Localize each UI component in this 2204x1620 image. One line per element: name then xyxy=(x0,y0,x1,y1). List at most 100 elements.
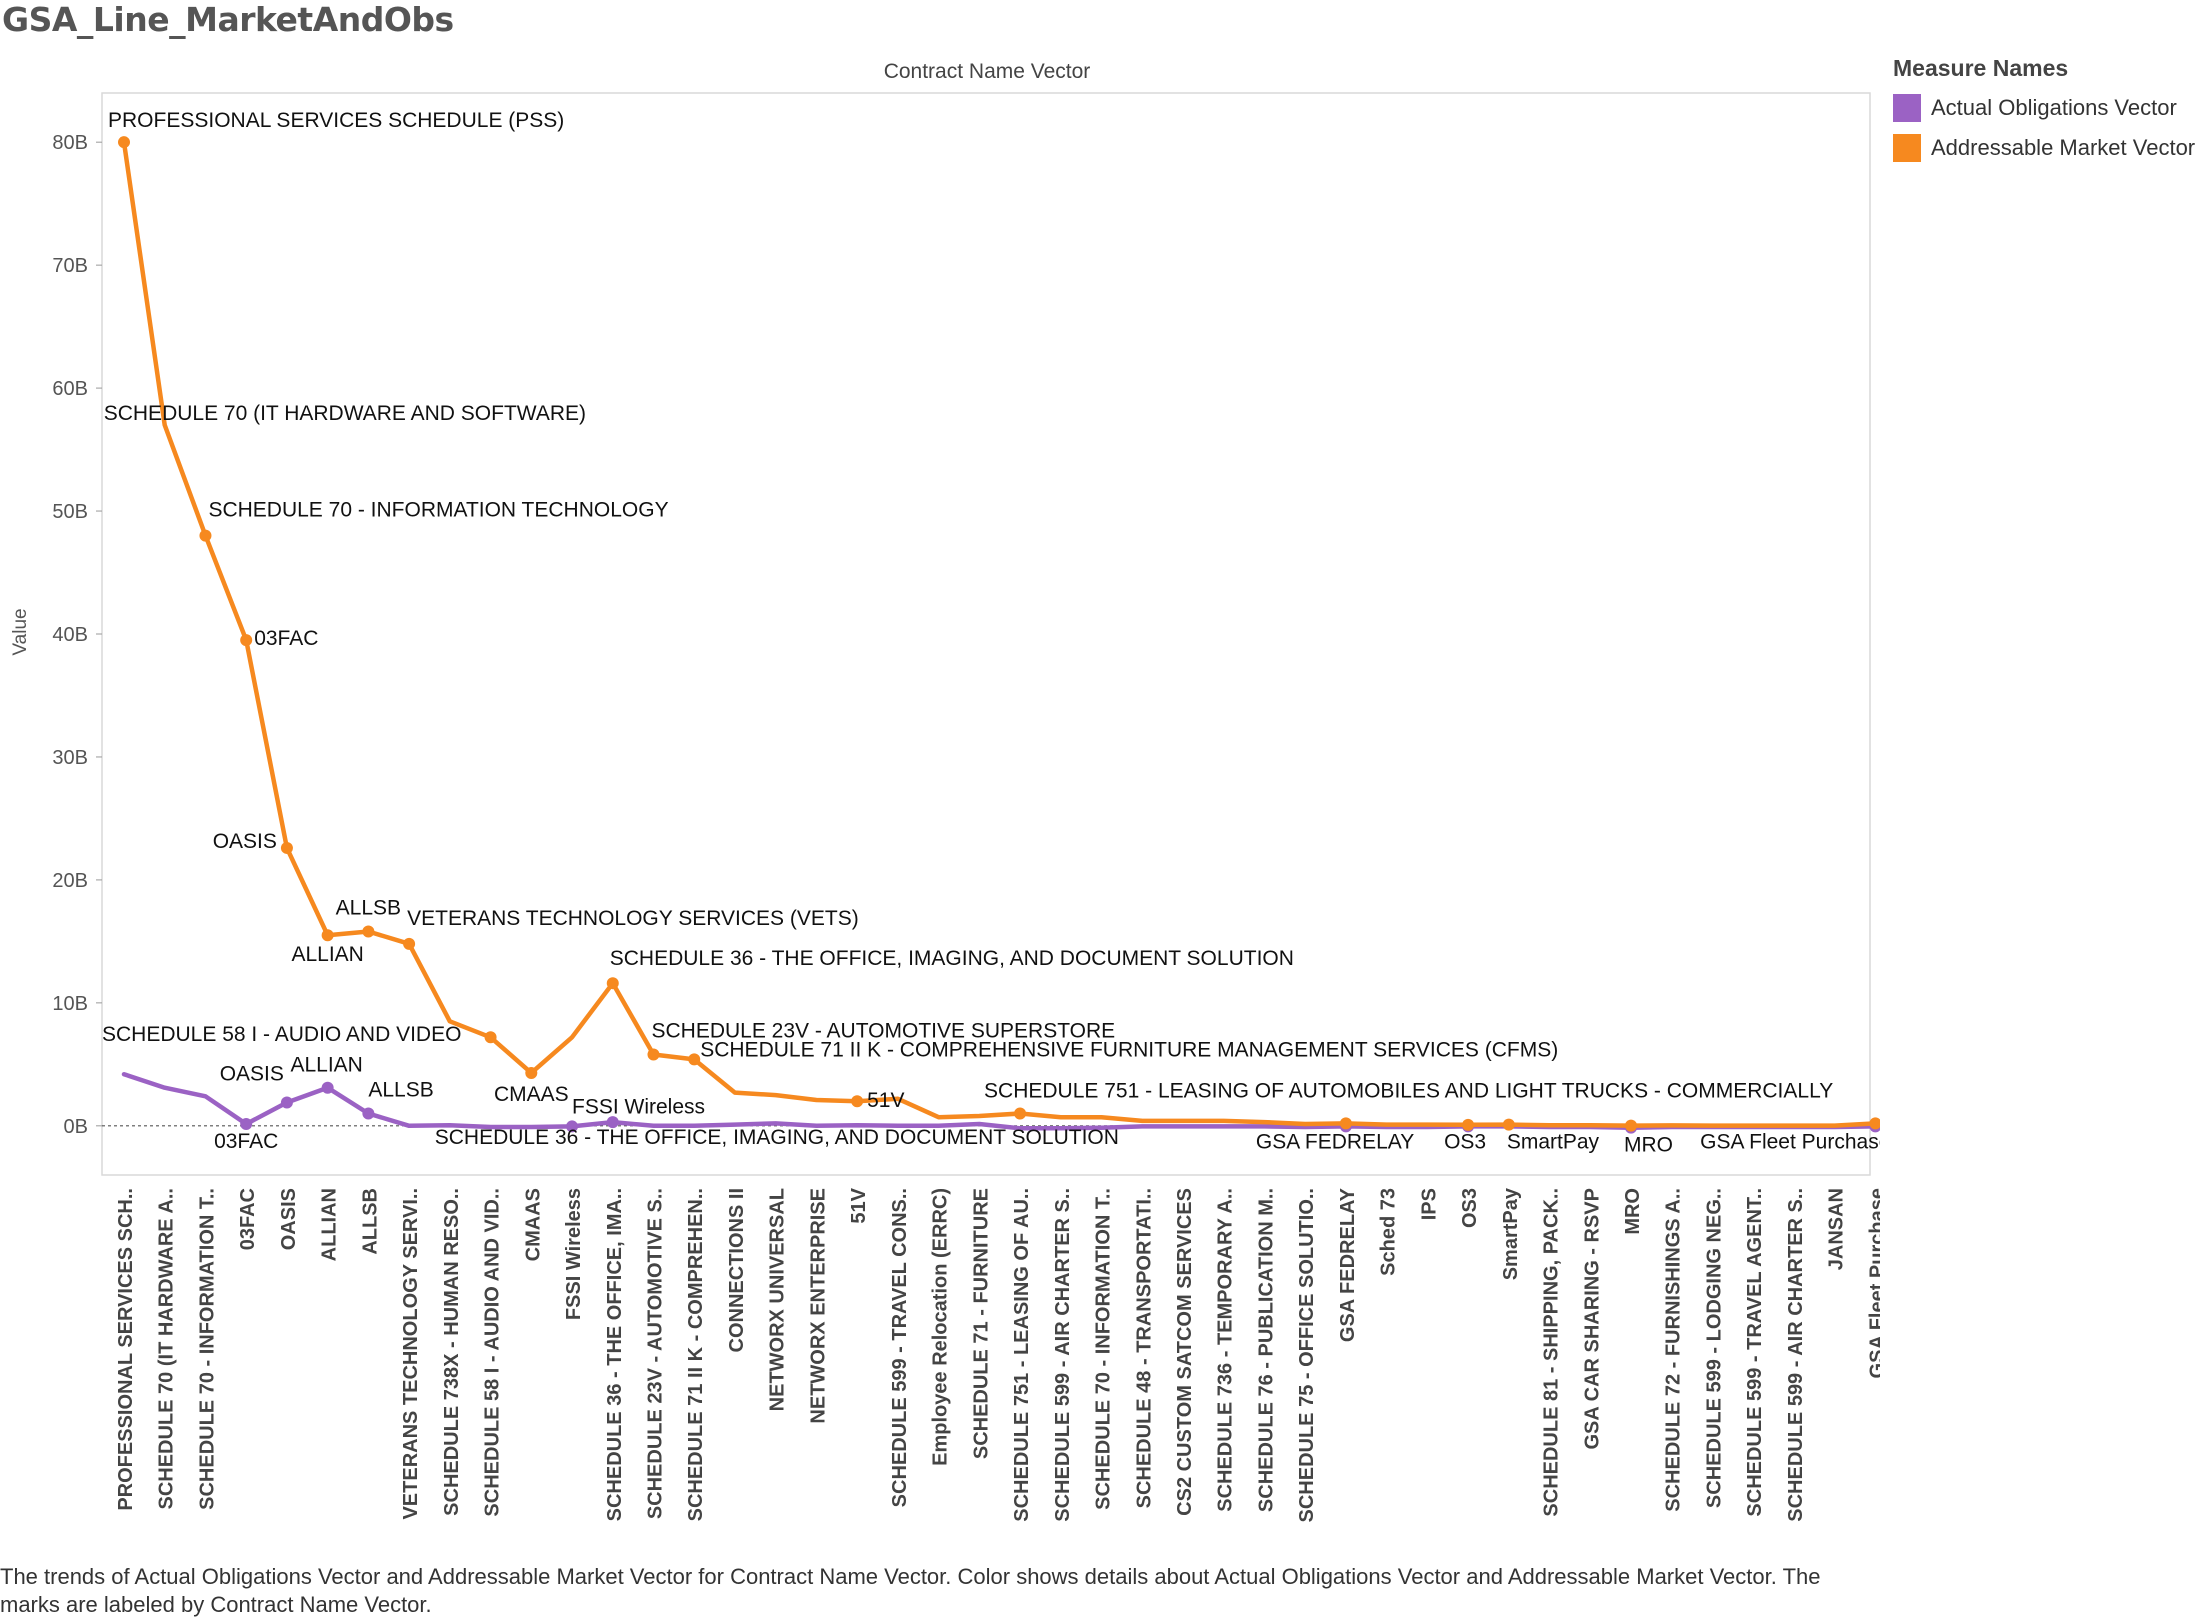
data-point xyxy=(199,529,212,542)
data-point xyxy=(362,1107,375,1120)
x-tick-label: SCHEDULE 71 - FURNITURE xyxy=(970,1188,992,1459)
point-label: VETERANS TECHNOLOGY SERVICES (VETS) xyxy=(407,907,859,930)
point-label: ALLSB xyxy=(336,897,401,920)
x-tick-label: SCHEDULE 599 - TRAVEL CONS.. xyxy=(889,1188,911,1507)
y-axis: 0B 10B 20B 30B 40B 50B 60B 70B 80B xyxy=(52,132,102,1138)
data-point xyxy=(1462,1118,1475,1131)
x-tick-label: NETWORX ENTERPRISE xyxy=(807,1188,829,1424)
x-tick-label: PROFESSIONAL SERVICES SCH.. xyxy=(115,1188,137,1511)
legend-label-addressable-market: Addressable Market Vector xyxy=(1931,135,2196,160)
data-point xyxy=(321,929,334,942)
point-label: OASIS xyxy=(213,830,277,853)
point-label: SCHEDULE 71 II K - COMPREHENSIVE FURNITU… xyxy=(700,1038,1558,1061)
x-tick-label: Sched 73 xyxy=(1378,1188,1400,1276)
y-tick-label: 40B xyxy=(52,624,88,646)
x-tick-label: SCHEDULE 736 - TEMPORARY A.. xyxy=(1215,1188,1237,1512)
data-point xyxy=(566,1120,579,1133)
data-point xyxy=(1014,1107,1027,1120)
point-label: ALLIAN xyxy=(291,943,363,966)
x-tick-label: SCHEDULE 70 - INFORMATION T.. xyxy=(1093,1188,1115,1510)
legend-swatch-addressable-market xyxy=(1893,134,1921,162)
data-point xyxy=(851,1095,864,1108)
data-point xyxy=(688,1053,701,1066)
data-point xyxy=(280,1096,293,1109)
point-label: FSSI Wireless xyxy=(572,1095,705,1118)
point-label: GSA FEDRELAY xyxy=(1256,1130,1414,1153)
x-axis: PROFESSIONAL SERVICES SCH.. SCHEDULE 70 (… xyxy=(115,1187,1880,1522)
x-tick-label: 51V xyxy=(848,1187,870,1223)
x-tick-label: SCHEDULE 599 - TRAVEL AGENT.. xyxy=(1744,1188,1766,1517)
x-tick-label: SCHEDULE 599 - AIR CHARTER S.. xyxy=(1052,1188,1074,1522)
x-tick-label: SCHEDULE 48 - TRANSPORTATI.. xyxy=(1133,1188,1155,1508)
data-point xyxy=(362,925,375,938)
point-label: SmartPay xyxy=(1507,1130,1600,1153)
legend-label-actual-obligations: Actual Obligations Vector xyxy=(1931,95,2177,120)
data-point xyxy=(321,1081,334,1094)
data-point xyxy=(606,1116,619,1129)
point-label: OS3 xyxy=(1444,1130,1486,1153)
data-point xyxy=(1339,1117,1352,1130)
line-chart: Contract Name Vector Value 0B 10B 20B 30B 40… xyxy=(10,60,1880,1522)
x-tick-label: SCHEDULE 751 - LEASING OF AU.. xyxy=(1011,1188,1033,1522)
x-tick-label: GSA FEDRELAY xyxy=(1337,1187,1359,1342)
x-tick-label: SCHEDULE 76 - PUBLICATION M.. xyxy=(1255,1188,1277,1512)
point-label: SCHEDULE 70 - INFORMATION TECHNOLOGY xyxy=(208,499,668,522)
data-point xyxy=(403,937,416,950)
data-point xyxy=(647,1048,660,1061)
x-tick-label: ALLIAN xyxy=(319,1188,341,1261)
x-tick-label: NETWORX UNIVERSAL xyxy=(767,1188,789,1411)
y-tick-label: 70B xyxy=(52,255,88,277)
legend-item-addressable-market[interactable]: Addressable Market Vector xyxy=(1893,128,2198,168)
legend-swatch-actual-obligations xyxy=(1893,94,1921,122)
series-layer xyxy=(118,136,1880,1134)
series-line xyxy=(121,139,1878,1128)
x-tick-label: GSA CAR SHARING - RSVP xyxy=(1581,1188,1603,1450)
x-tick-label: CS2 CUSTOM SATCOM SERVICES xyxy=(1174,1188,1196,1516)
data-point xyxy=(484,1031,497,1044)
point-label: SCHEDULE 36 - THE OFFICE, IMAGING, AND D… xyxy=(610,947,1294,970)
x-tick-label: SmartPay xyxy=(1500,1187,1522,1280)
data-point xyxy=(240,634,253,647)
data-point xyxy=(1502,1118,1515,1131)
y-tick-label: 10B xyxy=(52,993,88,1015)
point-label: 03FAC xyxy=(254,627,318,650)
point-label: MRO xyxy=(1624,1134,1673,1157)
data-point xyxy=(1625,1119,1638,1132)
x-tick-label: SCHEDULE 71 II K - COMPREHEN.. xyxy=(685,1188,707,1521)
y-tick-label: 0B xyxy=(64,1116,88,1138)
legend-item-actual-obligations[interactable]: Actual Obligations Vector xyxy=(1893,88,2198,128)
x-tick-label: SCHEDULE 81 - SHIPPING, PACK.. xyxy=(1541,1188,1563,1517)
point-label: GSA Fleet Purchase xyxy=(1700,1130,1880,1153)
x-tick-label: MRO xyxy=(1622,1188,1644,1235)
data-point xyxy=(525,1066,538,1079)
x-tick-label: 03FAC xyxy=(237,1188,259,1250)
point-label: 51V xyxy=(867,1089,904,1112)
y-tick-label: 30B xyxy=(52,747,88,769)
x-tick-label: SCHEDULE 58 I - AUDIO AND VID.. xyxy=(482,1188,504,1517)
y-tick-label: 20B xyxy=(52,870,88,892)
x-tick-label: SCHEDULE 72 - FURNISHINGS A.. xyxy=(1663,1188,1685,1512)
point-label: SCHEDULE 70 (IT HARDWARE AND SOFTWARE) xyxy=(104,402,586,425)
y-tick-label: 50B xyxy=(52,501,88,523)
point-label: SCHEDULE 58 I - AUDIO AND VIDEO xyxy=(102,1023,461,1046)
y-tick-label: 80B xyxy=(52,132,88,154)
x-tick-label: SCHEDULE 70 - INFORMATION T.. xyxy=(196,1188,218,1510)
chart-caption: The trends of Actual Obligations Vector … xyxy=(0,1564,1821,1617)
data-point xyxy=(1869,1117,1880,1130)
x-tick-label: FSSI Wireless xyxy=(563,1188,585,1320)
x-tick-label: VETERANS TECHNOLOGY SERVI.. xyxy=(400,1188,422,1520)
point-label: OASIS xyxy=(220,1062,284,1085)
point-label: 03FAC xyxy=(214,1130,278,1153)
x-tick-label: SCHEDULE 70 (IT HARDWARE A.. xyxy=(156,1188,178,1510)
x-tick-label: JANSAN xyxy=(1826,1188,1848,1270)
data-point xyxy=(240,1117,253,1130)
data-point xyxy=(280,841,293,854)
x-tick-label: OASIS xyxy=(278,1188,300,1250)
x-tick-label: GSA Fleet Purchase xyxy=(1866,1188,1880,1378)
point-label: ALLSB xyxy=(368,1079,433,1102)
plot-frame xyxy=(101,92,1871,1176)
x-tick-label: Employee Relocation (ERRC) xyxy=(930,1188,952,1466)
x-tick-label: IPS xyxy=(1418,1188,1440,1220)
x-tick-label: ALLSB xyxy=(359,1188,381,1255)
x-tick-label: SCHEDULE 599 - LODGING NEG.. xyxy=(1703,1188,1725,1508)
